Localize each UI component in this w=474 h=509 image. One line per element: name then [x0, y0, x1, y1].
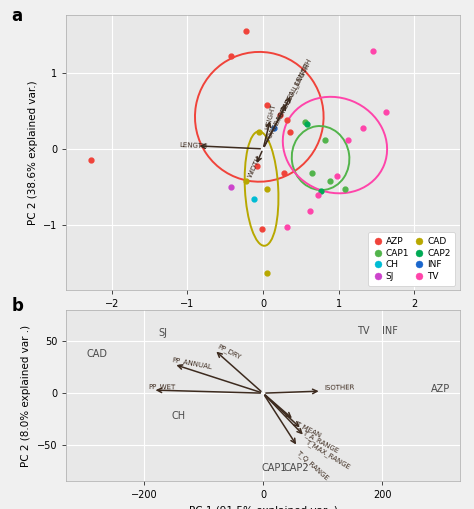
- Text: HEIGHT: HEIGHT: [265, 103, 277, 130]
- Text: INF: INF: [382, 326, 397, 336]
- Y-axis label: PC 2 (8.0% explained var .): PC 2 (8.0% explained var .): [21, 325, 31, 467]
- Text: AZP: AZP: [431, 384, 450, 394]
- X-axis label: PC 1 (91.5% explained var .): PC 1 (91.5% explained var .): [189, 505, 337, 509]
- Text: PP_WET: PP_WET: [148, 384, 176, 391]
- Text: PP_ANNUAL: PP_ANNUAL: [172, 357, 213, 371]
- Text: CAD: CAD: [87, 349, 108, 359]
- Y-axis label: PC 2 (38.6% explained var.): PC 2 (38.6% explained var.): [27, 80, 37, 225]
- Text: LENGTH: LENGTH: [179, 142, 207, 149]
- Text: CAP2: CAP2: [283, 463, 309, 472]
- Text: FORELEG_LENGTH: FORELEG_LENGTH: [275, 62, 311, 121]
- Text: SJ: SJ: [158, 328, 167, 338]
- Text: CH: CH: [172, 411, 185, 421]
- Text: b: b: [11, 297, 23, 315]
- Text: TV: TV: [357, 326, 369, 336]
- Text: FOREBASITARSAL_LENGTH: FOREBASITARSAL_LENGTH: [264, 56, 313, 142]
- Text: CAP1: CAP1: [261, 463, 287, 472]
- Text: T_A_RANGE: T_A_RANGE: [301, 430, 340, 455]
- X-axis label: PC 1 (49.7% explained var.): PC 1 (49.7% explained var.): [191, 315, 336, 325]
- Text: T_MAX_RANGE: T_MAX_RANGE: [304, 438, 351, 470]
- Legend: AZP, CAP1, CH, SJ, CAD, CAP2, INF, TV: AZP, CAP1, CH, SJ, CAD, CAP2, INF, TV: [368, 233, 455, 286]
- Text: PP_DRY: PP_DRY: [217, 343, 243, 360]
- Text: ISOTHER: ISOTHER: [324, 384, 354, 391]
- Text: T_MEAN: T_MEAN: [294, 420, 322, 439]
- Text: T_Q_RANGE: T_Q_RANGE: [295, 448, 330, 481]
- Text: a: a: [11, 7, 22, 25]
- Text: WIDTH: WIDTH: [247, 155, 263, 179]
